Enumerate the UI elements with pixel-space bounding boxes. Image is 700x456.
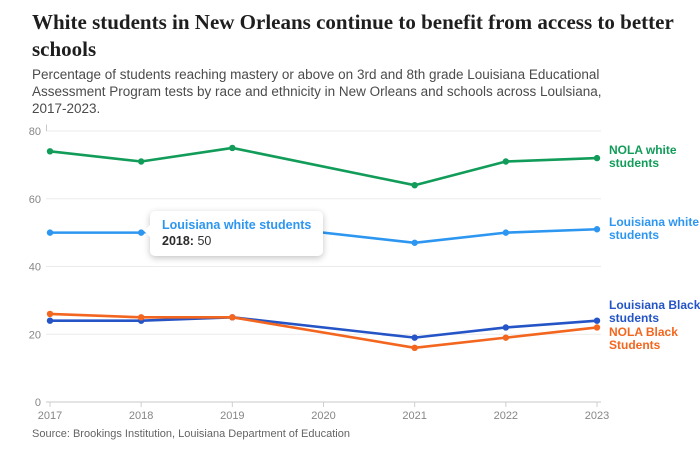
- series-label-1: Louisiana white students: [609, 215, 700, 242]
- data-point-0-2022[interactable]: [502, 158, 510, 165]
- series-label-3: NOLA Black Students: [609, 325, 678, 352]
- chart-line-1: [48, 221, 599, 245]
- chart-line-3: [48, 312, 599, 350]
- data-point-1-2017[interactable]: [46, 229, 54, 236]
- y-tick-label-20: 20: [29, 329, 41, 341]
- x-tick-label-2020: 2020: [311, 410, 335, 422]
- y-tick-label-60: 60: [29, 194, 41, 206]
- data-point-0-2017[interactable]: [46, 148, 54, 155]
- chart-line-2: [48, 316, 599, 339]
- tooltip-value: 50: [197, 234, 212, 248]
- tooltip-value-line: 2018: 50: [162, 234, 311, 248]
- data-point-0-2018[interactable]: [137, 158, 145, 165]
- data-point-0-2021[interactable]: [411, 182, 418, 189]
- data-point-3-2023[interactable]: [593, 324, 601, 331]
- series-label-0: NOLA white students: [609, 143, 677, 170]
- data-point-1-2018[interactable]: [137, 229, 145, 236]
- data-point-3-2018[interactable]: [137, 314, 145, 321]
- data-point-0-2019[interactable]: [229, 144, 236, 152]
- data-point-2-2023[interactable]: [593, 317, 601, 324]
- y-tick-label-0: 0: [35, 397, 41, 409]
- data-point-3-2019[interactable]: [229, 314, 236, 321]
- x-tick-label-2021: 2021: [402, 410, 426, 422]
- source-note: Source: Brookings Institution, Louisiana…: [32, 428, 350, 440]
- data-point-2-2022[interactable]: [502, 324, 510, 331]
- tooltip-series-name: Louisiana white students: [162, 218, 312, 232]
- y-tick-label-80: 80: [29, 126, 41, 138]
- data-point-3-2021[interactable]: [411, 344, 418, 351]
- x-tick-label-2018: 2018: [129, 410, 153, 422]
- data-point-2-2021[interactable]: [411, 334, 418, 341]
- data-point-0-2023[interactable]: [593, 154, 601, 162]
- chart-subtitle: Percentage of students reaching mastery …: [32, 67, 602, 116]
- data-point-3-2022[interactable]: [502, 334, 510, 341]
- x-tick-label-2022: 2022: [494, 410, 518, 422]
- series-label-2: Louisiana Black students: [609, 298, 700, 325]
- tooltip-year: 2018:: [162, 234, 194, 248]
- chart-title: White students in New Orleans continue t…: [32, 10, 674, 61]
- tooltip-pointer-icon: [144, 225, 150, 237]
- y-tick-label-40: 40: [29, 262, 41, 274]
- chart-line-0: [48, 146, 599, 187]
- data-point-1-2023[interactable]: [593, 226, 601, 233]
- data-point-3-2017[interactable]: [46, 310, 54, 318]
- data-point-2-2017[interactable]: [46, 317, 54, 324]
- x-tick-label-2023: 2023: [585, 410, 609, 422]
- hover-tooltip: Louisiana white students 2018: 50: [144, 211, 324, 256]
- data-point-1-2022[interactable]: [502, 229, 510, 236]
- data-point-1-2021[interactable]: [411, 239, 418, 246]
- x-tick-label-2017: 2017: [38, 410, 62, 422]
- x-tick-label-2019: 2019: [220, 410, 244, 422]
